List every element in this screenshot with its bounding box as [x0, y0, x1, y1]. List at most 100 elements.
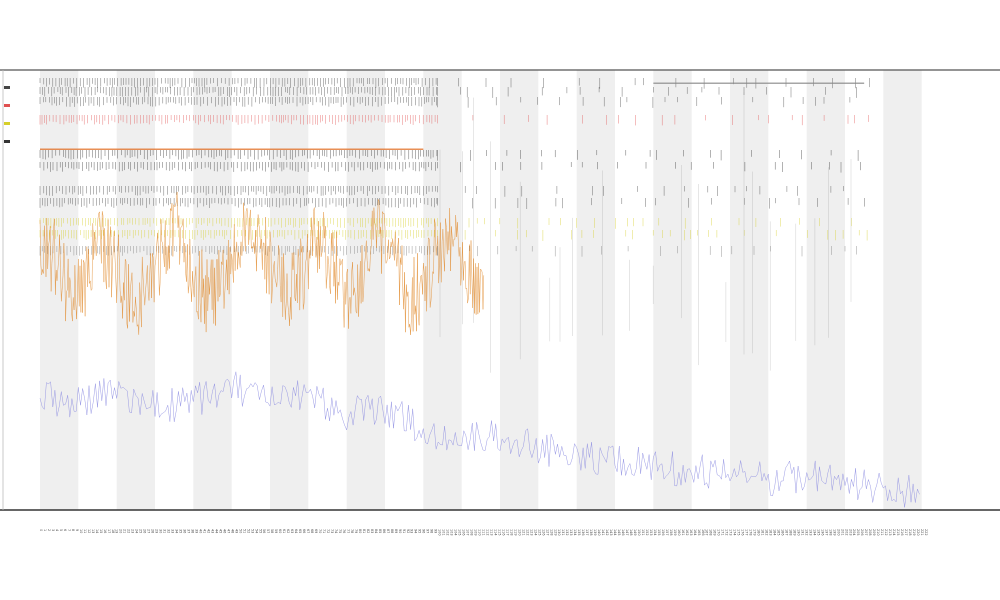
x-tick-label: 218 — [908, 529, 912, 535]
x-tick-label: 75 — [338, 529, 342, 533]
x-tick-label: 61 — [282, 529, 286, 533]
density-row — [39, 162, 861, 173]
x-tick-label: 96 — [422, 529, 426, 533]
x-tick-label: 44 — [214, 529, 218, 533]
x-tick-label: 93 — [410, 529, 414, 533]
x-tick-label: 40 — [199, 529, 203, 533]
x-tick-label: 32 — [167, 529, 171, 533]
x-tick-label: 195 — [816, 529, 820, 535]
x-tick-label: 58 — [270, 529, 274, 533]
x-tick-label: 33 — [171, 529, 175, 533]
x-tick-label: 183 — [769, 529, 773, 535]
x-tick-label: 115 — [497, 529, 501, 535]
x-tick-label: 146 — [621, 529, 625, 535]
x-tick-label: 94 — [414, 529, 418, 533]
x-tick-label: 174 — [733, 529, 737, 535]
x-tick-label: 99 — [434, 529, 438, 533]
x-tick-label: 150 — [637, 529, 641, 535]
x-tick-label: 126 — [541, 529, 545, 535]
x-tick-label: 145 — [617, 529, 621, 535]
x-tick-label: 154 — [653, 529, 657, 535]
x-tick-label: 34 — [175, 529, 179, 533]
x-tick-label: 209 — [872, 529, 876, 535]
x-tick-label: 119 — [513, 529, 517, 535]
x-tick-label: 141 — [601, 529, 605, 535]
x-tick-label: 130 — [557, 529, 561, 535]
x-tick-label: 22 — [127, 529, 131, 533]
density-row — [39, 186, 844, 197]
x-tick-label: 15 — [99, 529, 103, 533]
series-line — [39, 371, 920, 508]
x-tick-label: 147 — [625, 529, 629, 535]
x-tick-label: 42 — [206, 529, 210, 533]
density-row — [39, 115, 869, 126]
x-tick-label: 155 — [657, 529, 661, 535]
x-tick-label: 185 — [777, 529, 781, 535]
x-tick-label: 25 — [139, 529, 143, 533]
x-tick-label: 137 — [585, 529, 589, 535]
x-tick-label: 67 — [306, 529, 310, 533]
x-tick-label: 5 — [59, 529, 63, 531]
x-tick-label: 156 — [661, 529, 665, 535]
x-tick-label: 143 — [609, 529, 613, 535]
x-tick-label: 188 — [789, 529, 793, 535]
x-tick-label: 208 — [868, 529, 872, 535]
x-tick-label: 113 — [490, 529, 494, 535]
x-tick-label: 53 — [250, 529, 254, 533]
x-tick-label: 164 — [693, 529, 697, 535]
x-tick-label: 52 — [246, 529, 250, 533]
x-tick-label: 11 — [83, 529, 87, 533]
x-tick-label: 100 — [438, 529, 442, 535]
x-tick-label: 56 — [262, 529, 266, 533]
x-tick-label: 131 — [561, 529, 565, 535]
x-tick-label: 3 — [51, 529, 55, 531]
x-tick-label: 95 — [418, 529, 422, 533]
x-tick-label: 177 — [745, 529, 749, 535]
x-tick-label: 203 — [848, 529, 852, 535]
x-tick-label: 128 — [549, 529, 553, 535]
x-tick-label: 190 — [796, 529, 800, 535]
x-tick-label: 184 — [773, 529, 777, 535]
x-tick-label: 7 — [67, 529, 71, 531]
x-tick-label: 23 — [131, 529, 135, 533]
x-tick-label: 168 — [709, 529, 713, 535]
x-tick-label: 219 — [912, 529, 916, 535]
x-tick-label: 202 — [844, 529, 848, 535]
x-tick-label: 71 — [322, 529, 326, 533]
x-tick-label: 13 — [91, 529, 95, 533]
x-tick-label: 169 — [713, 529, 717, 535]
x-tick-label: 101 — [442, 529, 446, 535]
x-tick-label: 127 — [545, 529, 549, 535]
x-tick-label: 47 — [226, 529, 230, 533]
x-tick-label: 199 — [832, 529, 836, 535]
shaded-band — [40, 70, 79, 510]
density-row — [39, 78, 870, 89]
x-tick-label: 171 — [721, 529, 725, 535]
x-tick-label: 20 — [119, 529, 123, 533]
x-tick-label: 138 — [589, 529, 593, 535]
x-tick-label: 120 — [517, 529, 521, 535]
x-tick-label: 214 — [892, 529, 896, 535]
x-tick-label: 36 — [183, 529, 187, 533]
legend-swatch — [4, 140, 10, 143]
x-tick-label: 107 — [466, 529, 470, 535]
x-tick-label: 49 — [234, 529, 238, 533]
x-tick-label: 102 — [446, 529, 450, 535]
x-tick-label: 60 — [278, 529, 282, 533]
x-tick-label: 48 — [230, 529, 234, 533]
x-tick-label: 24 — [135, 529, 139, 533]
x-tick-label: 64 — [294, 529, 298, 533]
x-tick-label: 134 — [573, 529, 577, 535]
x-tick-label: 157 — [665, 529, 669, 535]
x-tick-label: 207 — [864, 529, 868, 535]
x-tick-label: 39 — [195, 529, 199, 533]
x-tick-label: 205 — [856, 529, 860, 535]
x-tick-label: 144 — [613, 529, 617, 535]
x-tick-label: 216 — [900, 529, 904, 535]
x-tick-label: 84 — [374, 529, 378, 533]
x-tick-label: 123 — [529, 529, 533, 535]
x-tick-label: 152 — [645, 529, 649, 535]
x-tick-label: 50 — [238, 529, 242, 533]
shaded-band — [806, 70, 845, 510]
